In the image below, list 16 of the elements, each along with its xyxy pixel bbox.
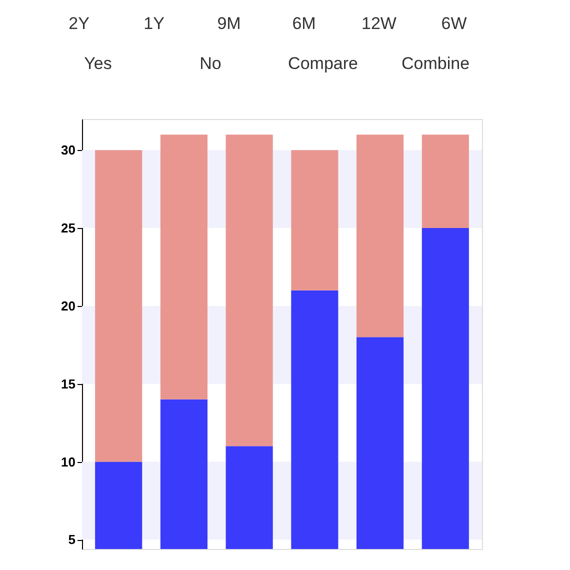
y-tick-label: 15 (61, 376, 76, 392)
y-tick-label: 30 (61, 142, 76, 158)
text: Compare (288, 54, 358, 73)
text: 6M (292, 14, 316, 33)
text: 12W (362, 14, 396, 33)
y-tick-label: 25 (61, 220, 76, 236)
y-tick-label: 20 (61, 298, 76, 314)
text: 2Y (68, 14, 90, 33)
text: No (200, 54, 222, 73)
text: 1Y (144, 14, 164, 33)
text: 6W (441, 14, 467, 33)
text: 9M (217, 14, 241, 33)
y-tick-label: 5 (68, 532, 76, 548)
text: Combine (401, 54, 470, 73)
text: Yes (84, 54, 112, 73)
y-tick-label: 10 (61, 454, 76, 470)
